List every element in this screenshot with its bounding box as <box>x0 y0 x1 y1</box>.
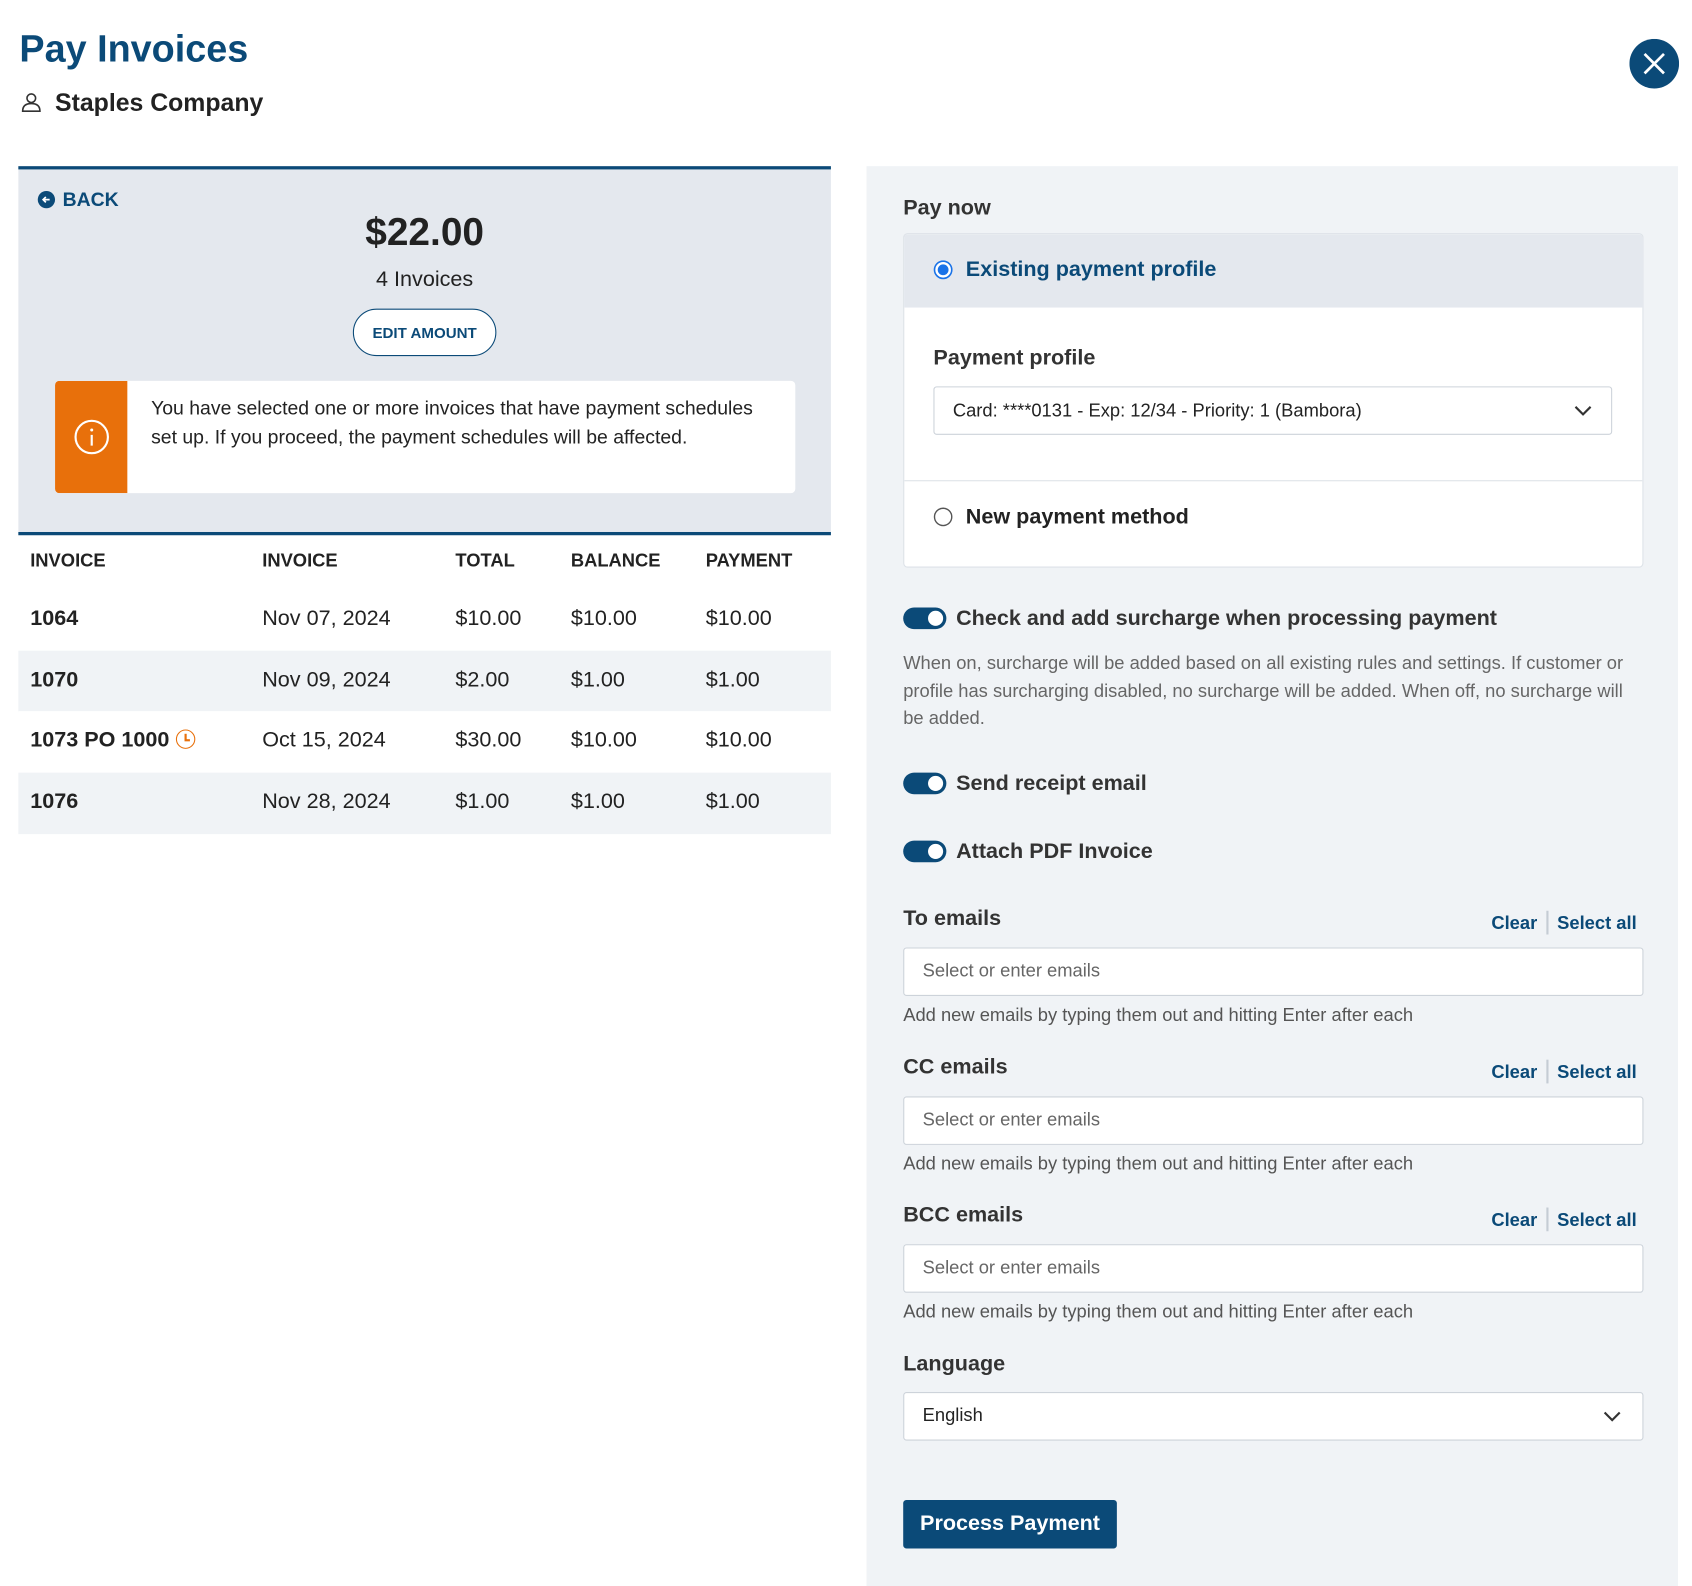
process-payment-button[interactable]: Process Payment <box>903 1499 1117 1549</box>
placeholder: Select or enter emails <box>922 960 1101 981</box>
toggle[interactable] <box>903 840 947 863</box>
table-cell: $1.00 <box>570 667 625 692</box>
pay-now-heading: Pay now <box>903 196 991 221</box>
table-cell: $10.00 <box>705 728 772 753</box>
radio-selected[interactable] <box>933 260 953 280</box>
toggle-label: Attach PDF Invoice <box>956 839 1153 864</box>
toggle-label: Send receipt email <box>956 771 1147 796</box>
customer-name: Staples Company <box>55 88 264 117</box>
toggle-label: Check and add surcharge when processing … <box>956 606 1497 631</box>
invoice-number: 1073 PO 1000 <box>30 728 170 753</box>
select-all-link[interactable]: Select all <box>1557 912 1637 934</box>
column-header: BALANCE <box>570 550 661 571</box>
toggle[interactable] <box>903 772 947 795</box>
invoice-count: 4 Invoices <box>376 267 474 292</box>
field-hint: Add new emails by typing them out and hi… <box>903 1301 1414 1322</box>
table-cell: Nov 07, 2024 <box>262 606 391 631</box>
divider <box>1546 1207 1548 1232</box>
table-row <box>18 772 831 834</box>
table-cell: $30.00 <box>455 728 522 753</box>
field-label: Language <box>903 1352 1006 1376</box>
table-cell: $10.00 <box>570 606 637 631</box>
invoice-number: 1070 <box>30 667 79 692</box>
select-all-link[interactable]: Select all <box>1557 1209 1637 1231</box>
clear-link[interactable]: Clear <box>1491 1209 1538 1231</box>
table-row <box>18 650 831 712</box>
toggle-description: When on, surcharge will be added based o… <box>903 652 1624 729</box>
profile-select[interactable]: Card: ****0131 - Exp: 12/34 - Priority: … <box>933 386 1613 435</box>
radio-unselected[interactable] <box>933 507 953 527</box>
placeholder: Select or enter emails <box>922 1257 1101 1278</box>
back-link[interactable]: BACK <box>62 188 119 211</box>
warning-box: You have selected one or more invoices t… <box>55 380 796 494</box>
user-icon <box>21 93 41 112</box>
table-cell: $10.00 <box>455 606 522 631</box>
column-header: PAYMENT <box>705 550 793 571</box>
placeholder: Select or enter emails <box>922 1108 1101 1130</box>
table-cell: $1.00 <box>705 667 760 692</box>
table-cell: Oct 15, 2024 <box>262 728 386 753</box>
table-cell: Nov 09, 2024 <box>262 667 391 692</box>
field-hint: Add new emails by typing them out and hi… <box>903 1153 1414 1174</box>
amount: $22.00 <box>365 209 485 254</box>
table-cell: $1.00 <box>705 789 760 814</box>
column-header: TOTAL <box>455 550 515 571</box>
column-header: INVOICE <box>262 550 338 571</box>
toggle[interactable] <box>903 607 947 630</box>
email-input[interactable] <box>903 1095 1644 1145</box>
back-icon[interactable] <box>37 190 56 209</box>
field-hint: Add new emails by typing them out and hi… <box>903 1004 1414 1026</box>
title: Pay Invoices <box>19 28 249 71</box>
divider <box>1546 1059 1548 1083</box>
select-all-link[interactable]: Select all <box>1557 1061 1637 1082</box>
table-cell: $2.00 <box>455 667 510 692</box>
table-cell: $10.00 <box>570 728 637 753</box>
profile-label: Payment profile <box>933 346 1096 371</box>
language-value: English <box>922 1404 983 1426</box>
table-row <box>18 711 831 773</box>
invoice-number: 1076 <box>30 789 79 814</box>
table-cell: Nov 28, 2024 <box>262 789 391 814</box>
schedule-icon <box>175 729 196 749</box>
profile-value: Card: ****0131 - Exp: 12/34 - Priority: … <box>952 400 1362 421</box>
invoice-number: 1064 <box>30 606 79 631</box>
field-label: CC emails <box>903 1054 1008 1079</box>
language-select[interactable] <box>903 1392 1644 1441</box>
table-cell: $1.00 <box>455 789 510 814</box>
table-cell: $10.00 <box>705 606 772 631</box>
close-button[interactable] <box>1629 38 1680 89</box>
table-row <box>18 589 831 651</box>
edit-amount-button[interactable]: EDIT AMOUNT <box>352 308 497 357</box>
table-cell: $1.00 <box>570 789 625 814</box>
email-input[interactable] <box>903 1244 1644 1293</box>
new-method-option[interactable]: New payment method <box>965 505 1189 529</box>
clear-link[interactable]: Clear <box>1491 912 1538 934</box>
warning-text: You have selected one or more invoices t… <box>151 397 753 448</box>
divider <box>1546 910 1548 935</box>
column-header: INVOICE <box>30 550 106 571</box>
field-label: BCC emails <box>903 1203 1024 1227</box>
existing-profile-option[interactable]: Existing payment profile <box>965 257 1217 282</box>
field-label: To emails <box>903 906 1002 931</box>
email-input[interactable] <box>903 947 1644 997</box>
clear-link[interactable]: Clear <box>1491 1061 1538 1082</box>
